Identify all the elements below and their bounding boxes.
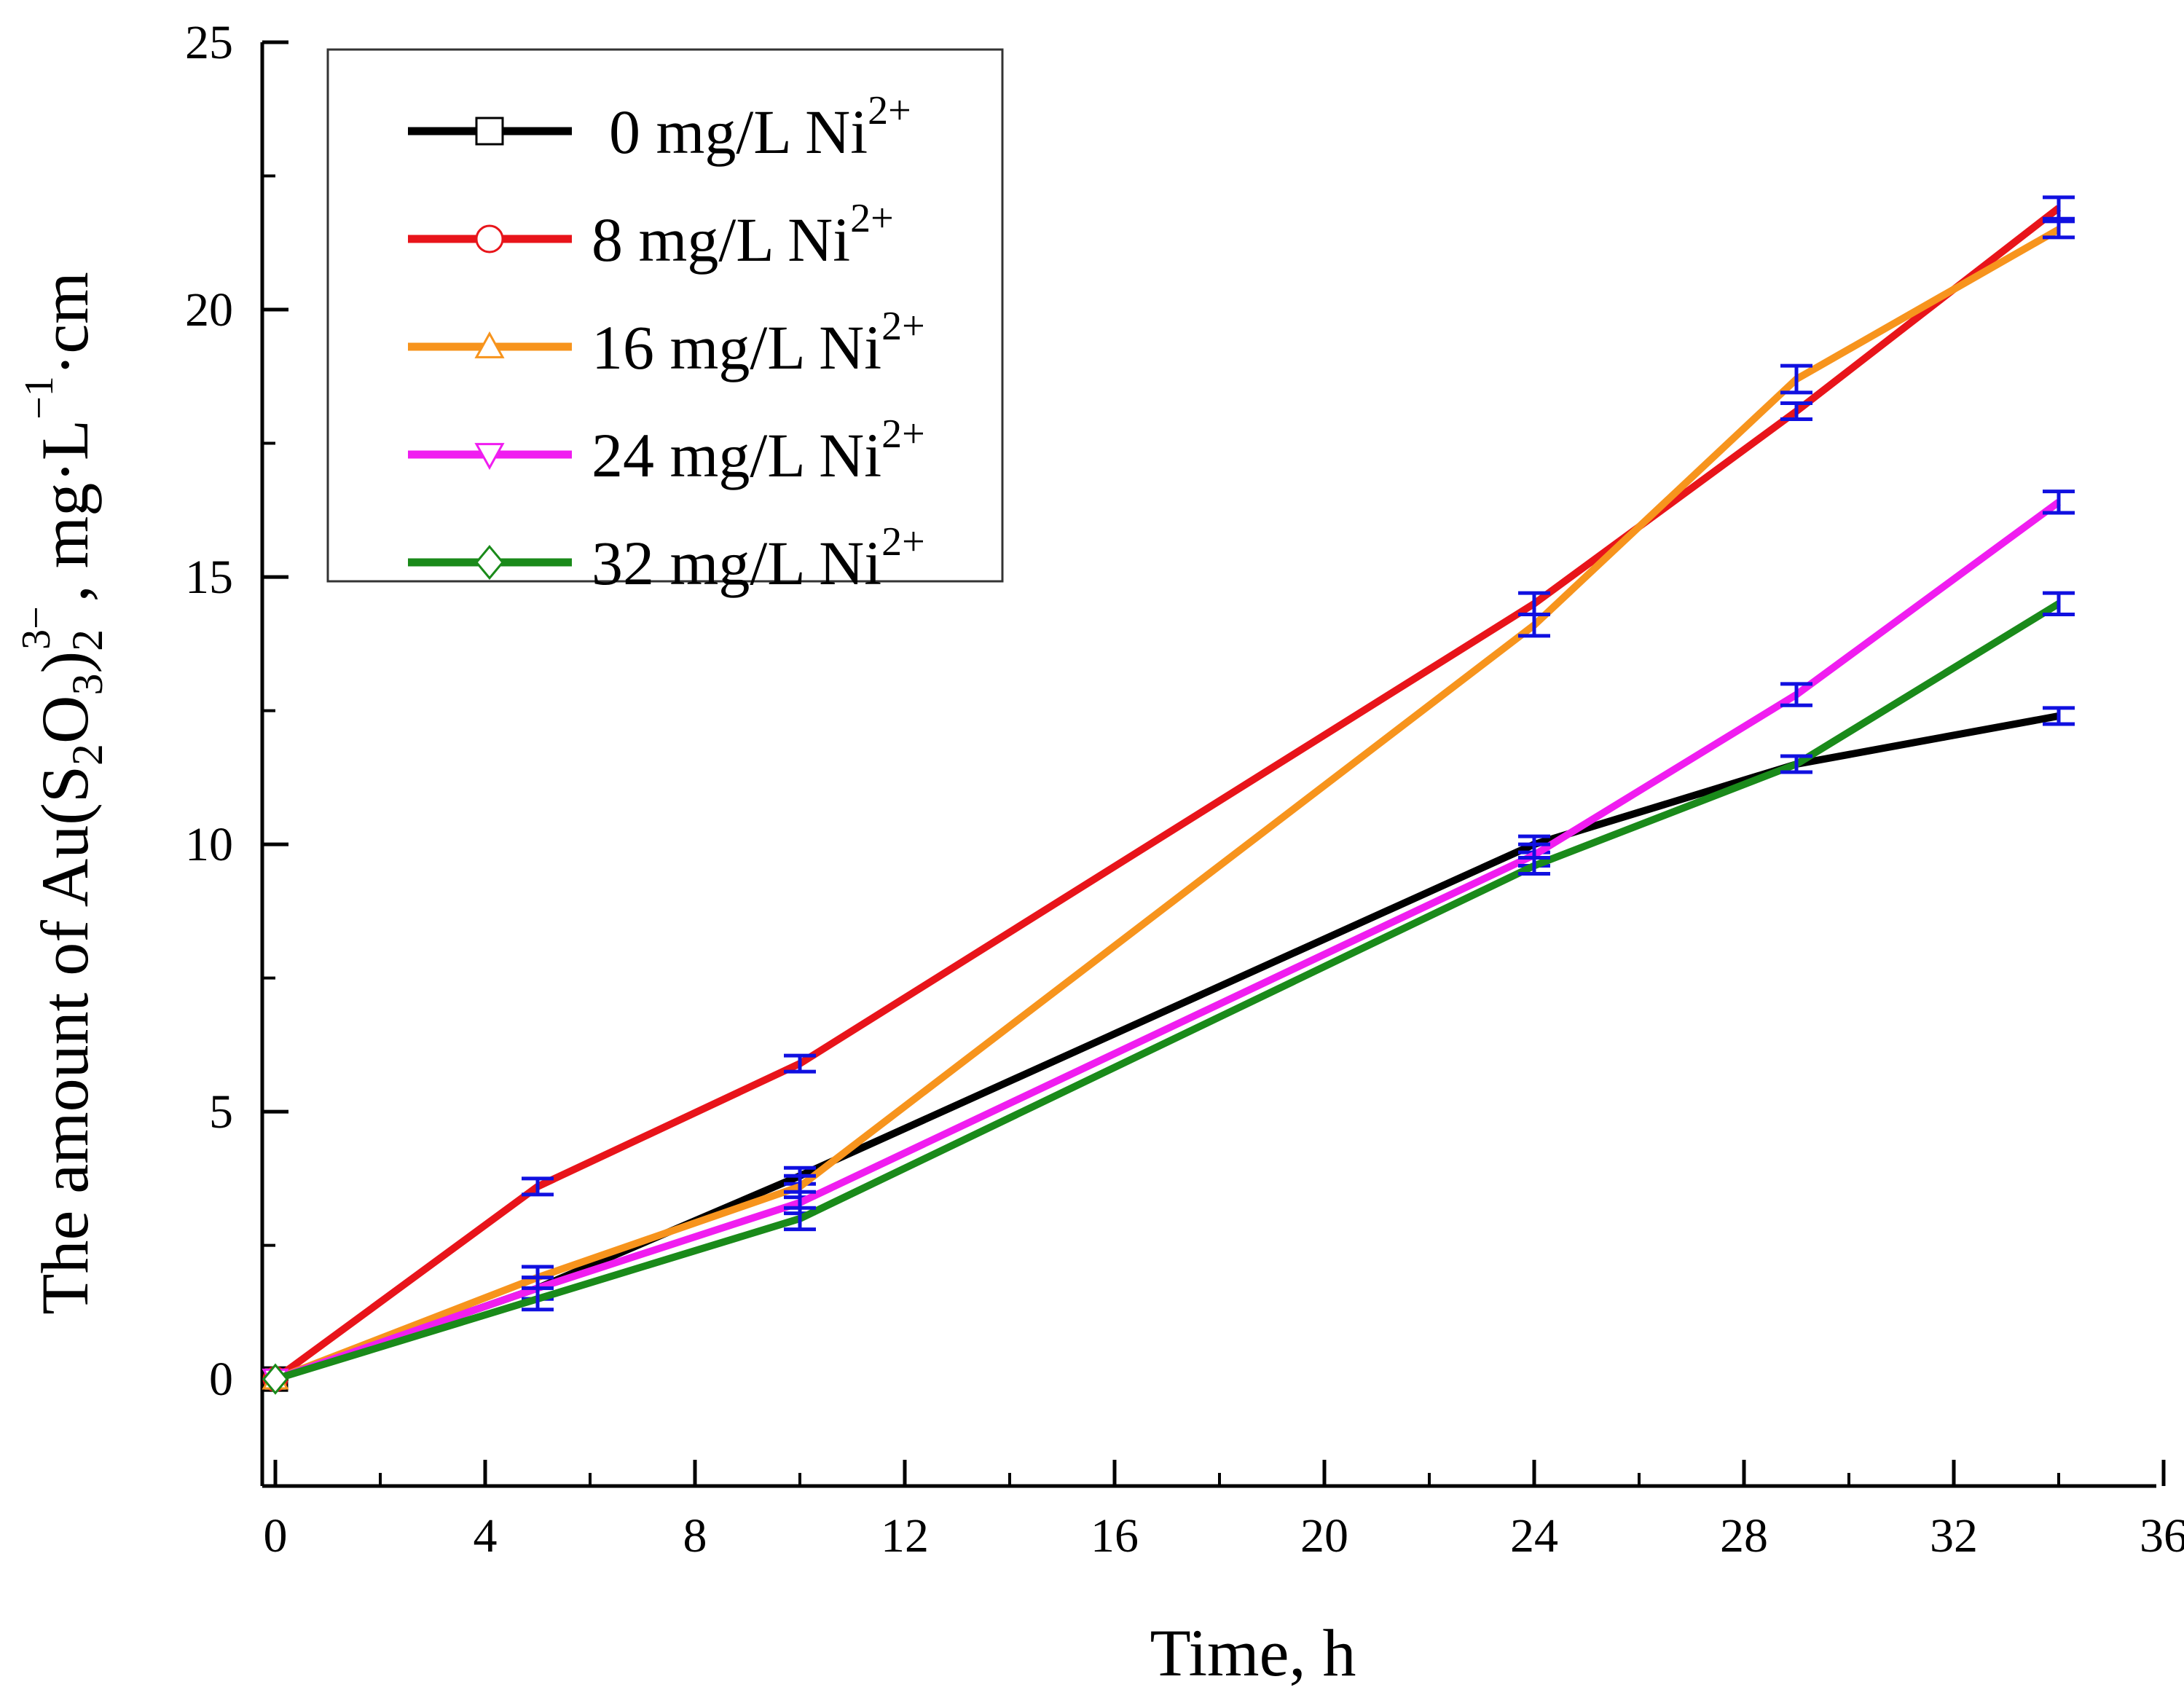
x-tick-label: 36 xyxy=(2140,1509,2184,1562)
error-bar xyxy=(2043,219,2075,240)
legend-item-4: 32 mg/L Ni2+ xyxy=(408,519,925,598)
legend-item-2: 16 mg/L Ni2+ xyxy=(408,304,925,382)
legend-label: 24 mg/L Ni2+ xyxy=(592,412,925,490)
series-4 xyxy=(262,591,2075,1395)
error-bar xyxy=(2043,195,2075,221)
error-bar xyxy=(1780,754,1812,774)
legend-label: 32 mg/L Ni2+ xyxy=(592,519,925,598)
y-axis-title: The amount of Au(S2O3)23−, mg·L−1·cm xyxy=(14,272,111,1315)
error-bar xyxy=(2043,490,2075,515)
series-line xyxy=(274,499,2061,1383)
x-tick-label: 8 xyxy=(683,1509,707,1562)
legend-marker xyxy=(475,117,504,146)
series-line xyxy=(273,205,2062,1383)
error-bar xyxy=(1780,363,1812,395)
error-bar xyxy=(784,1053,816,1074)
legend-label: 8 mg/L Ni2+ xyxy=(592,196,894,275)
y-tick-label: 15 xyxy=(185,551,233,604)
x-tick-label: 24 xyxy=(1510,1509,1558,1562)
y-tick-label: 20 xyxy=(185,283,233,337)
x-tick-label: 12 xyxy=(881,1509,929,1562)
x-tick-label: 16 xyxy=(1091,1509,1139,1562)
y-tick-label: 5 xyxy=(209,1085,233,1139)
error-bar xyxy=(1518,612,1550,638)
series-line xyxy=(274,712,2059,1383)
legend-marker xyxy=(474,443,505,471)
data-point xyxy=(262,1363,288,1395)
error-bar xyxy=(2043,706,2075,726)
x-tick-label: 32 xyxy=(1930,1509,1978,1562)
error-bar xyxy=(784,1206,816,1232)
legend-label: 0 mg/L Ni2+ xyxy=(609,88,911,167)
legend-box xyxy=(326,48,1004,583)
legend: 0 mg/L Ni2+ 8 mg/L Ni2+ 16 mg/L Ni2+ 24 mg/… xyxy=(326,48,1004,598)
legend-marker xyxy=(475,545,504,580)
error-bar xyxy=(1518,855,1550,876)
x-tick-label: 20 xyxy=(1300,1509,1348,1562)
legend-item-1: 8 mg/L Ni2+ xyxy=(408,196,894,275)
y-tick-label: 10 xyxy=(185,818,233,871)
x-tick-label: 4 xyxy=(474,1509,498,1562)
error-bar xyxy=(1780,682,1812,707)
legend-item-3: 24 mg/L Ni2+ xyxy=(408,412,925,490)
error-bar xyxy=(1780,401,1812,422)
legend-label: 16 mg/L Ni2+ xyxy=(592,304,925,382)
error-bar xyxy=(522,1176,554,1197)
legend-item-0: 0 mg/L Ni2+ xyxy=(408,88,911,167)
series-line xyxy=(274,600,2061,1383)
y-axis-ticks: 0 5 10 15 20 25 xyxy=(185,16,288,1406)
series-line xyxy=(274,226,2061,1383)
x-axis-title: Time, h xyxy=(1150,1616,1356,1690)
y-tick-label: 0 xyxy=(209,1353,233,1406)
series-group xyxy=(262,195,2075,1395)
series-3 xyxy=(262,490,2075,1394)
x-tick-label: 0 xyxy=(264,1509,288,1562)
legend-marker xyxy=(475,224,504,253)
error-bar xyxy=(2043,591,2075,616)
error-bar xyxy=(522,1286,554,1312)
y-tick-label: 25 xyxy=(185,16,233,69)
x-axis-ticks: 0 4 8 12 16 20 24 28 32 36 xyxy=(264,1460,2184,1562)
legend-marker xyxy=(474,331,505,358)
x-tick-label: 28 xyxy=(1720,1509,1768,1562)
